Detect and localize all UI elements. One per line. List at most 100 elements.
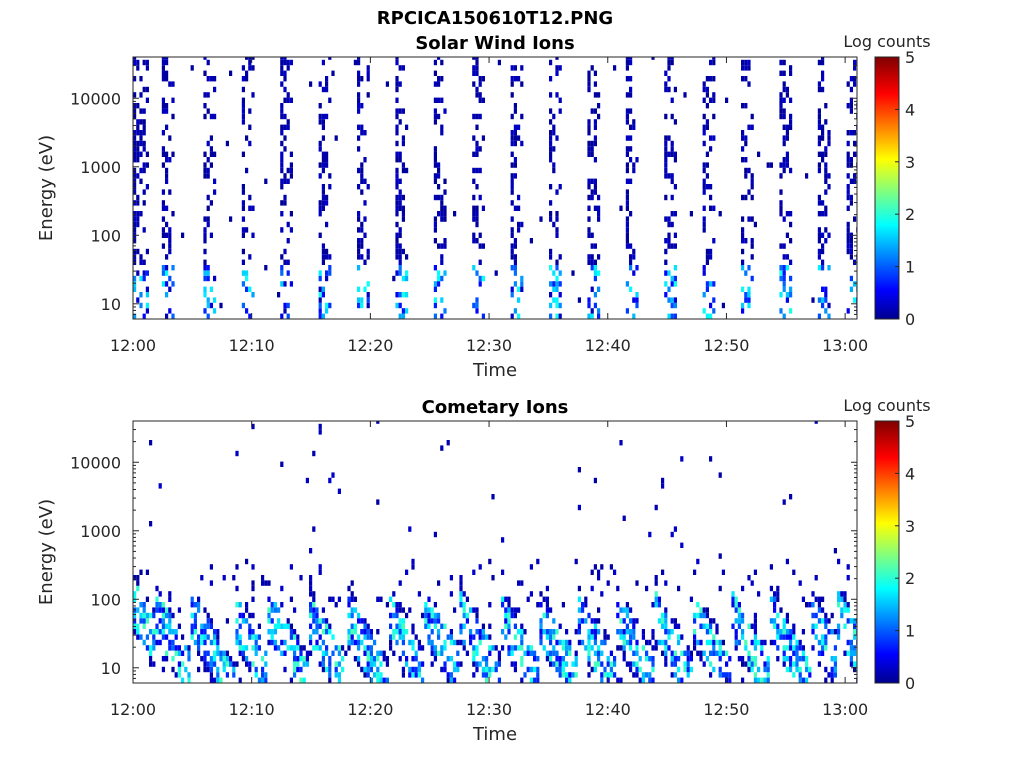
spectrogram-cell: [827, 232, 831, 238]
spectrogram-cell: [206, 661, 210, 667]
spectrogram-cell: [433, 70, 437, 76]
spectrogram-cell: [453, 677, 457, 683]
spectrogram-cell: [315, 623, 319, 629]
spectrogram-cell: [670, 302, 674, 309]
spectrogram-cell: [552, 281, 556, 287]
spectrogram-cell: [821, 650, 825, 656]
spectrogram-cell: [133, 92, 137, 98]
spectrogram-cell: [373, 639, 377, 646]
spectrogram-cell: [299, 645, 303, 651]
spectrogram-cell: [696, 639, 700, 646]
spectrogram-cell: [443, 623, 447, 629]
spectrogram-cell: [321, 292, 325, 298]
spectrogram-cell: [753, 623, 757, 629]
spectrogram-cell: [139, 634, 143, 640]
spectrogram-cell: [174, 650, 178, 656]
spectrogram-cell: [318, 286, 322, 292]
spectrogram-cell: [360, 243, 364, 249]
spectrogram-cell: [667, 65, 671, 71]
spectrogram-cell: [283, 146, 287, 152]
spectrogram-cell: [213, 178, 217, 184]
spectrogram-cell: [827, 672, 831, 678]
spectrogram-cell: [737, 623, 741, 629]
spectrogram-cell: [318, 302, 322, 309]
spectrogram-cell: [549, 108, 553, 114]
spectrogram-cell: [328, 302, 332, 309]
spectrogram-cell: [152, 634, 156, 640]
spectrogram-cell: [782, 86, 786, 93]
spectrogram-cell: [513, 238, 517, 244]
spectrogram-cell: [747, 297, 751, 303]
spectrogram-cell: [600, 672, 604, 678]
spectrogram-cell: [289, 281, 293, 287]
spectrogram-cell: [664, 580, 668, 586]
spectrogram-cell: [395, 86, 399, 93]
spectrogram-cell: [357, 265, 361, 271]
spectrogram-cell: [545, 596, 549, 602]
spectrogram-cell: [552, 297, 556, 303]
spectrogram-cell: [805, 677, 809, 683]
spectrogram-cell: [405, 661, 409, 667]
spectrogram-cell: [718, 650, 722, 656]
spectrogram-cell: [846, 189, 850, 195]
spectrogram-cell: [433, 113, 437, 120]
colorbar-tick-label: 4: [905, 100, 915, 119]
spectrogram-cell: [203, 167, 207, 174]
spectrogram-cell: [520, 275, 524, 282]
spectrogram-cell: [705, 259, 709, 265]
spectrogram-cell: [168, 596, 172, 602]
spectrogram-cell: [133, 103, 137, 109]
spectrogram-cell: [555, 259, 559, 265]
spectrogram-cell: [545, 607, 549, 613]
spectrogram-cell: [197, 602, 201, 608]
spectrogram-cell: [565, 639, 569, 646]
spectrogram-cell: [632, 623, 636, 629]
spectrogram-cell: [363, 672, 367, 678]
spectrogram-cell: [414, 666, 418, 673]
spectrogram-cell: [241, 281, 245, 287]
spectrogram-cell: [609, 666, 613, 673]
spectrogram-cell: [725, 650, 729, 656]
spectrogram-cell: [328, 623, 332, 629]
spectrogram-cell: [805, 173, 809, 179]
spectrogram-cell: [305, 656, 309, 662]
spectrogram-cell: [629, 146, 633, 152]
spectrogram-cell: [398, 580, 402, 586]
spectrogram-cell: [593, 629, 597, 635]
x-tick-label: 12:50: [703, 700, 749, 719]
x-axis-solar-wind: 12:00 12:10 12:20 12:30 12:40 12:50 13:00: [110, 57, 868, 355]
spectrogram-cell: [353, 639, 357, 646]
spectrogram-cell: [337, 677, 341, 683]
spectrogram-cell: [734, 645, 738, 651]
spectrogram-cell: [593, 275, 597, 282]
spectrogram-cell: [478, 92, 482, 98]
spectrogram-cell: [360, 173, 364, 179]
spectrogram-cell: [398, 248, 402, 255]
spectrogram-cell: [475, 146, 479, 152]
spectrogram-cell: [459, 629, 463, 635]
spectrogram-cell: [587, 656, 591, 662]
spectrogram-cell: [712, 308, 716, 314]
spectrogram-cell: [437, 162, 441, 168]
spectrogram-cell: [664, 81, 668, 87]
spectrogram-cell: [773, 618, 777, 624]
spectrogram-cell: [824, 618, 828, 624]
spectrogram-cell: [539, 618, 543, 624]
spectrogram-cell: [510, 65, 514, 71]
spectrogram-cell: [670, 59, 674, 66]
spectrogram-cell: [280, 270, 284, 276]
y-tick-label: 1000: [80, 522, 121, 541]
spectrogram-cell: [145, 308, 149, 314]
spectrogram-cell: [229, 70, 233, 76]
spectrogram-cell: [558, 302, 562, 309]
spectrogram-cell: [357, 286, 361, 292]
spectrogram-cell: [321, 607, 325, 613]
spectrogram-cell: [133, 173, 137, 179]
spectrogram-cell: [853, 618, 857, 624]
spectrogram-cell: [846, 130, 850, 136]
spectrogram-cell: [789, 119, 793, 125]
spectrogram-cell: [709, 313, 713, 319]
spectrogram-cell: [369, 677, 373, 683]
spectrogram-cell: [741, 656, 745, 662]
spectrogram-cell: [209, 639, 213, 646]
